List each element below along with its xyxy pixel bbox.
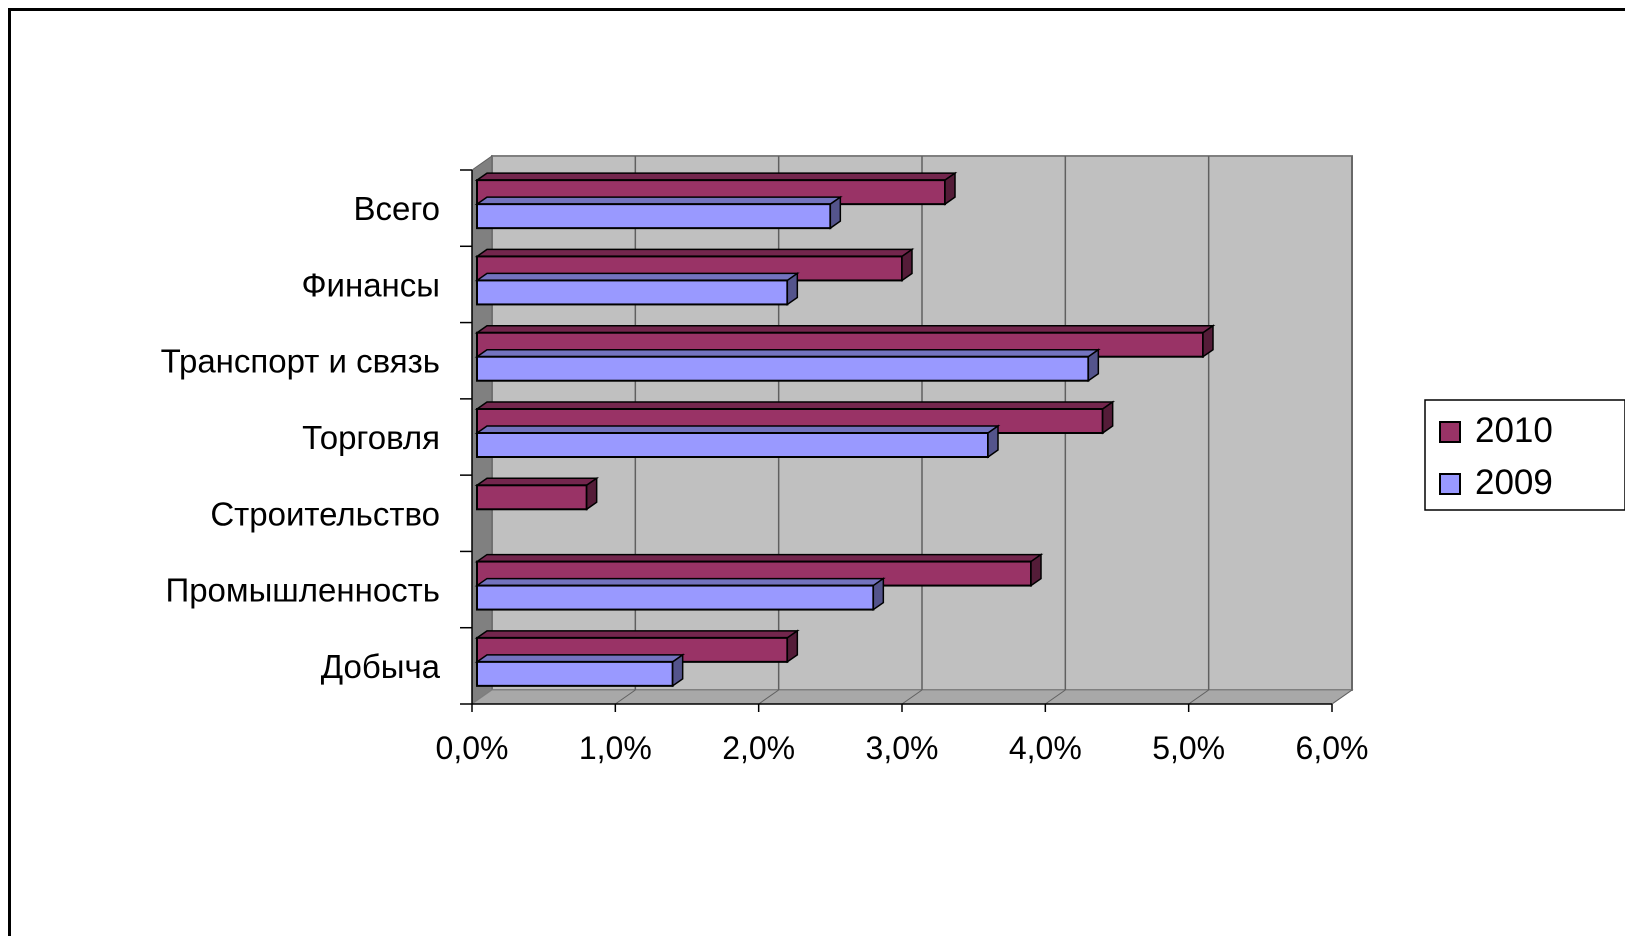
bar-top-face [474, 425, 1001, 434]
category-label: Добыча [321, 648, 441, 685]
x-tick-label: 3,0% [866, 730, 939, 766]
bars [474, 171, 1216, 688]
x-tick-label: 1,0% [579, 730, 652, 766]
legend-label: 2010 [1475, 411, 1553, 450]
bar-top-face [474, 324, 1216, 334]
bar-front-face [476, 432, 989, 458]
gridline-floor [1045, 689, 1066, 705]
bar-end-face [1202, 324, 1214, 359]
category-label: Всего [353, 190, 440, 227]
bar-top-face [474, 553, 1044, 563]
gridline-floor [615, 689, 636, 705]
bar-front-face [476, 584, 875, 611]
gridline-floor [1188, 689, 1209, 705]
bar-end-face [829, 195, 842, 230]
bar-top-face [474, 172, 958, 181]
bar [474, 348, 1101, 383]
x-tick-label: 6,0% [1296, 730, 1369, 766]
bar-end-face [671, 653, 684, 688]
bar-top-face [474, 577, 886, 587]
bar-end-face [944, 171, 956, 206]
bar-end-face [585, 476, 598, 511]
category-label: Строительство [210, 495, 440, 532]
category-label: Транспорт и связь [161, 343, 440, 380]
bar [474, 577, 886, 612]
bar-end-face [1087, 348, 1100, 383]
bar-front-face [476, 203, 832, 230]
bar-front-face [476, 484, 588, 511]
gridline-floor [758, 689, 779, 705]
bar-top-face [474, 401, 1116, 410]
bar-end-face [1030, 553, 1042, 588]
category-label: Промышленность [165, 572, 440, 609]
bar-end-face [987, 424, 999, 459]
category-label: Торговля [302, 419, 440, 456]
legend-label: 2009 [1475, 463, 1553, 502]
bar [474, 400, 1116, 435]
bar-front-face [476, 355, 1090, 382]
bar-end-face [1101, 400, 1114, 435]
bar-top-face [474, 477, 600, 487]
x-tick-label: 0,0% [436, 730, 509, 766]
bar-end-face [901, 247, 913, 282]
bar [474, 195, 843, 230]
bar-top-face [474, 348, 1101, 358]
x-tick-label: 2,0% [722, 730, 795, 766]
bar-front-face [476, 279, 789, 306]
gridline-floor [901, 689, 923, 705]
axes: Всего Финансы Транспорт и связь Торговля Стр… [161, 169, 1369, 766]
bar-end-face [786, 271, 799, 306]
bar-top-face [474, 630, 800, 639]
bar [474, 653, 686, 688]
legend-swatch [1439, 473, 1461, 495]
bar [474, 424, 1001, 459]
bar-top-face [474, 196, 843, 205]
bar-front-face [476, 660, 674, 687]
gridline-floor [1331, 689, 1353, 705]
bar-end-face [786, 629, 799, 664]
bar [474, 476, 600, 511]
legend-swatch [1439, 421, 1461, 443]
bar-end-face [872, 577, 885, 612]
bar-top-face [474, 654, 686, 663]
category-label: Финансы [301, 266, 440, 303]
bar-top-face [474, 272, 800, 282]
bar-top-face [474, 248, 915, 258]
bar [474, 271, 800, 306]
x-tick-label: 5,0% [1152, 730, 1225, 766]
x-tick-label: 4,0% [1009, 730, 1082, 766]
legend: 2010 2009 [1424, 399, 1625, 511]
